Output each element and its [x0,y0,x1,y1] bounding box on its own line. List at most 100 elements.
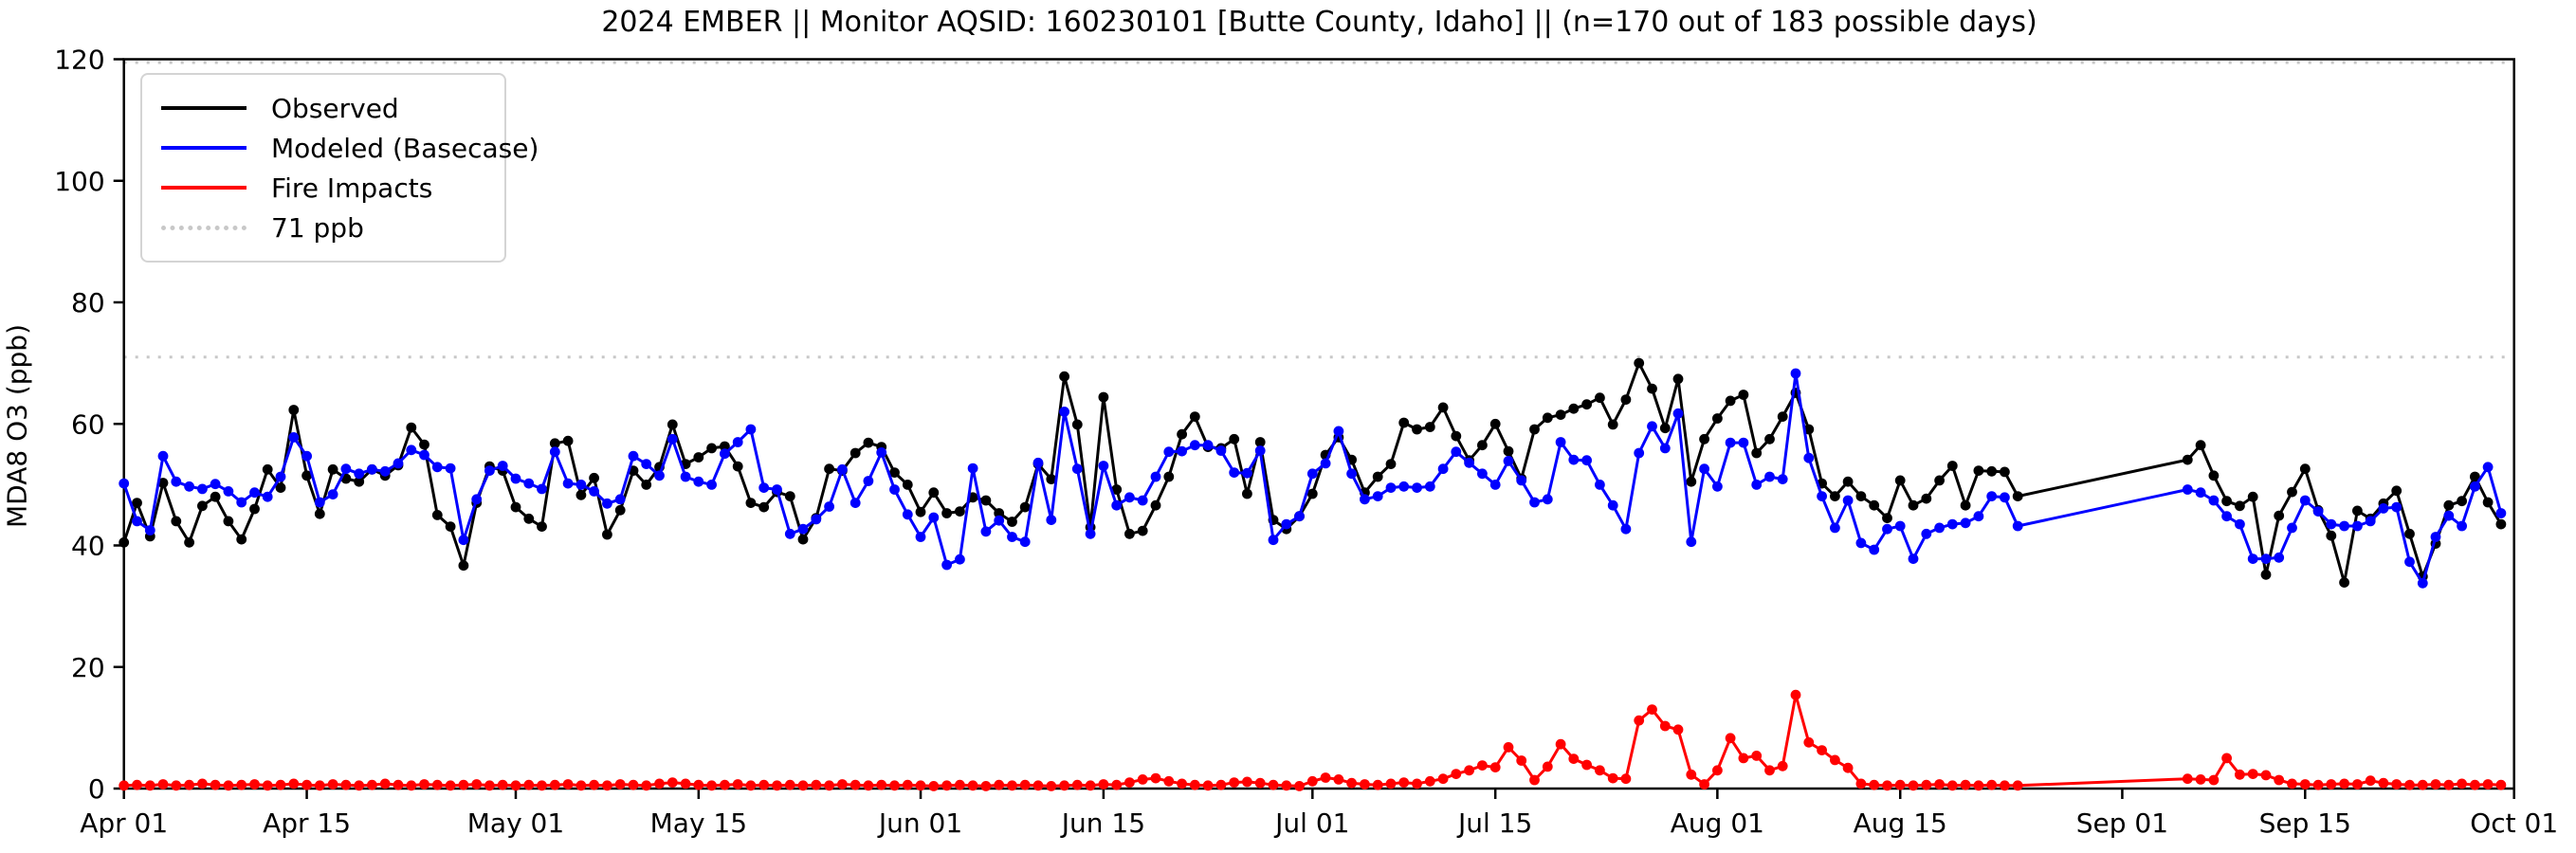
observed-marker [667,419,678,430]
fire-impacts-marker [902,779,913,790]
observed-marker [2195,440,2206,451]
fire-impacts-marker [1294,781,1305,791]
modeled-basecase-marker [1098,461,1109,471]
fire-impacts-marker [1764,765,1775,776]
fire-impacts-marker [1882,780,1892,791]
modeled-line-swatch [161,146,247,150]
observed-marker [1137,525,1148,536]
x-tick-label: Apr 01 [80,808,168,839]
fire-impacts-marker [419,779,429,789]
modeled-basecase-marker [1032,457,1044,468]
fire-impacts-marker [1071,779,1083,790]
fire-impacts-marker [589,779,599,790]
modeled-basecase-marker [1385,482,1397,493]
observed-marker [2000,466,2010,478]
modeled-basecase-marker [1751,480,1763,490]
modeled-basecase-marker [1659,443,1671,454]
modeled-basecase-marker [1634,447,1645,459]
fire-impacts-marker [2012,780,2023,791]
fire-impacts-marker [301,779,312,790]
modeled-basecase-marker [797,523,809,535]
modeled-basecase-marker [1254,445,1266,456]
modeled-basecase-marker [1320,458,1331,469]
fire-impacts-marker [1451,769,1462,779]
fire-impacts-marker [1503,742,1514,753]
observed-marker [1163,471,1175,482]
observed-marker [549,438,560,449]
observed-marker [1973,465,1984,476]
modeled-basecase-marker [301,450,312,462]
observed-marker [458,560,469,572]
modeled-basecase-marker [1137,495,1148,506]
fire-impacts-marker [236,779,247,790]
observed-marker [301,470,312,481]
modeled-basecase-marker [1738,437,1749,448]
fire-impacts-marker [1817,745,1827,755]
observed-marker [706,443,717,454]
observed-marker [1529,424,1540,435]
modeled-basecase-marker [1177,445,1187,457]
observed-marker [537,521,547,532]
x-tick-label: Apr 15 [263,808,351,839]
observed-marker [1189,411,1200,422]
modeled-basecase-marker [614,494,626,505]
legend-item-fire: Fire Impacts [161,168,485,208]
fire-impacts-marker [2195,774,2206,785]
modeled-basecase-marker [1007,532,1017,542]
fire-impacts-marker [1581,759,1592,771]
modeled-basecase-marker [367,463,377,475]
fire-impacts-marker [720,779,730,790]
fire-impacts-marker [1659,720,1671,732]
fire-impacts-marker [2235,769,2245,780]
fire-impacts-marker [1085,780,1096,791]
fire-impacts-marker [2312,779,2324,790]
modeled-basecase-marker [955,554,965,565]
fire-impacts-marker [393,779,404,790]
observed-marker [1437,402,1449,413]
y-tick-label: 80 [71,287,105,318]
fire-impacts-marker [1163,775,1175,787]
modeled-basecase-marker [2299,495,2311,506]
fire-impacts-marker [1699,779,1709,789]
fire-impacts-marker [745,780,757,791]
legend-label-observed: Observed [271,92,399,124]
fire-line-swatch [161,186,247,190]
fire-impacts-marker [1398,777,1410,788]
observed-marker [1934,475,1945,486]
observed-marker [1424,422,1435,432]
observed-marker [1986,465,1998,477]
fire-impacts-marker [562,779,574,789]
modeled-basecase-marker [837,463,848,475]
observed-marker [1777,411,1788,422]
observed-marker [1699,433,1709,445]
observed-marker [2287,486,2297,498]
fire-impacts-marker [1790,689,1801,700]
fire-impacts-marker [1595,765,1605,776]
modeled-basecase-marker [1071,463,1083,475]
modeled-basecase-marker [2326,518,2337,530]
modeled-basecase-marker [197,483,208,495]
modeled-basecase-marker [1437,463,1449,475]
modeled-basecase-marker [994,515,1005,526]
observed-marker [1659,423,1671,434]
modeled-basecase-marker [1294,511,1305,522]
fire-impacts-marker [1059,780,1069,791]
modeled-basecase-marker [811,514,822,525]
legend-label-modeled: Modeled (Basecase) [271,132,539,164]
modeled-basecase-marker [745,424,757,435]
fire-impacts-marker [2470,779,2480,790]
fire-impacts-marker [1489,762,1501,772]
fire-impacts-marker [1385,778,1397,789]
fire-impacts-marker [1777,760,1788,771]
fire-impacts-marker [1712,765,1723,776]
modeled-basecase-marker [1489,480,1501,490]
modeled-basecase-marker [824,501,834,512]
modeled-basecase-marker [1085,528,1096,539]
fire-impacts-marker [693,779,704,790]
fire-impacts-marker [863,780,874,791]
fire-impacts-marker [2208,774,2220,786]
observed-marker [1242,488,1252,499]
modeled-basecase-marker [1346,468,1357,480]
observed-marker [1098,391,1109,403]
